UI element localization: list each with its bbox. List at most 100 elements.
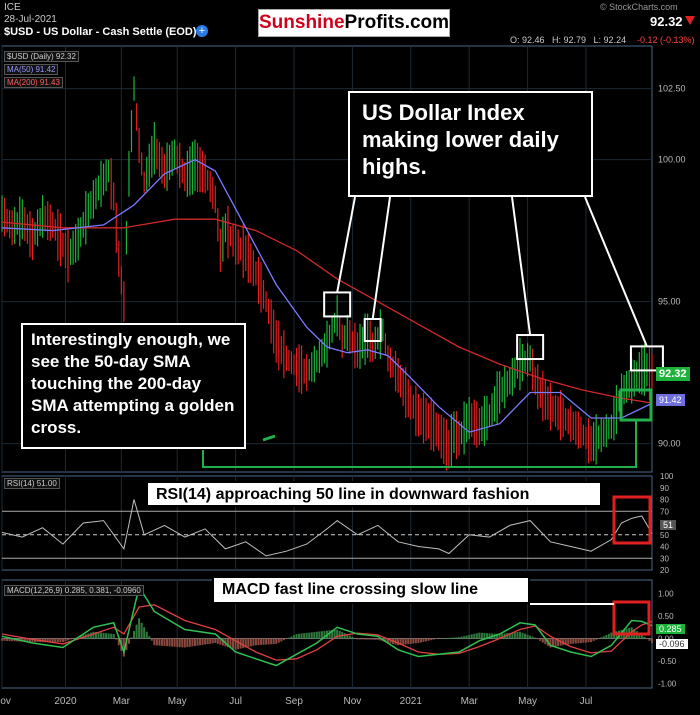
macd-fast-badge: 0.285 — [656, 624, 685, 634]
macd-hist-bar — [554, 638, 557, 647]
info-icon[interactable]: + — [196, 25, 208, 37]
price-tick-label: 90.00 — [658, 439, 681, 449]
price-tick-label: 95.00 — [658, 297, 681, 307]
rsi-line — [1, 499, 653, 557]
macd-hist-bar — [577, 638, 580, 644]
macd-hist-bar — [11, 638, 14, 642]
price-tick-label: 102.50 — [658, 84, 686, 94]
macd-hist-bar — [105, 633, 108, 639]
callout-line — [584, 196, 648, 347]
macd-hist-bar — [158, 638, 161, 646]
macd-hist-bar — [397, 638, 400, 646]
macd-hist-bar — [524, 633, 527, 639]
callout-line — [511, 196, 532, 336]
macd-highlight-box — [612, 600, 651, 636]
macd-hist-bar — [13, 638, 16, 642]
macd-hist-bar — [336, 629, 339, 639]
macd-hist-bar — [605, 635, 608, 639]
change-readout: -0.12 (-0.13%) — [637, 35, 695, 45]
macd-hist-bar — [419, 638, 422, 643]
macd-hist-bar — [567, 638, 570, 645]
macd-hist-bar — [79, 636, 82, 639]
macd-hist-bar — [163, 638, 166, 646]
macd-hist-bar — [572, 638, 575, 644]
macd-hist-bar — [26, 638, 29, 642]
macd-hist-bar — [584, 638, 587, 643]
macd-hist-bar — [308, 632, 311, 639]
macd-hist-bar — [551, 638, 554, 648]
x-tick-label: Jul — [580, 696, 593, 707]
down-arrow-icon — [685, 16, 695, 25]
macd-tick-label: -1.00 — [658, 680, 677, 689]
macd-hist-bar — [412, 638, 415, 644]
macd-hist-bar — [110, 633, 113, 639]
price-badge: 92.32 — [656, 367, 690, 381]
macd-hist-bar — [130, 637, 133, 639]
macd-hist-bar — [89, 632, 92, 639]
macd-hist-bar — [539, 638, 542, 641]
macd-hist-bar — [191, 638, 194, 647]
annotation-macd: MACD fast line crossing slow line — [212, 576, 530, 604]
chart-title: $USD - US Dollar - Cash Settle (EOD) — [4, 26, 197, 38]
macd-hist-bar — [468, 634, 471, 639]
macd-hist-bar — [155, 638, 158, 646]
macd-hist-bar — [148, 636, 151, 639]
macd-hist-bar — [267, 638, 270, 645]
macd-hist-bar — [259, 638, 262, 645]
macd-hist-bar — [369, 638, 372, 640]
macd-hist-bar — [28, 638, 31, 642]
legend-macd: MACD(12,26,9) 0.285, 0.381, -0.0960 — [4, 585, 144, 596]
macd-hist-bar — [610, 632, 613, 639]
macd-hist-bar — [102, 632, 105, 639]
macd-hist-bar — [435, 638, 438, 640]
ma200-line — [1, 218, 653, 404]
annotation-lower-highs: US Dollar Index making lower daily highs… — [348, 91, 593, 197]
rsi-tick-label: 50 — [660, 531, 669, 540]
macd-hist-bar — [262, 638, 265, 645]
macd-hist-bar — [257, 638, 260, 646]
macd-hist-bar — [160, 638, 163, 646]
macd-hist-bar — [331, 630, 334, 639]
macd-hist-bar — [242, 638, 245, 649]
macd-hist-bar — [640, 634, 643, 639]
macd-hist-bar — [590, 638, 593, 643]
macd-hist-bar — [188, 638, 191, 647]
rsi-tick-label: 80 — [660, 496, 669, 505]
macd-hist-bar — [305, 632, 308, 639]
macd-hist-bar — [414, 638, 417, 644]
macd-hist-bar — [298, 633, 301, 639]
macd-hist-bar — [8, 638, 11, 642]
macd-hist-bar — [133, 631, 136, 639]
x-tick-label: Mar — [461, 696, 479, 707]
rsi-tick-label: 30 — [660, 554, 669, 563]
macd-hist-bar — [371, 638, 374, 640]
macd-hist-bar — [249, 638, 252, 647]
macd-hist-bar — [313, 632, 316, 639]
macd-hist-bar — [44, 638, 47, 643]
macd-hist-bar — [496, 633, 499, 639]
macd-hist-bar — [511, 632, 514, 639]
exchange-label: ICE — [4, 2, 21, 13]
macd-hist-bar — [219, 638, 222, 645]
macd-hist-bar — [143, 627, 146, 639]
macd-hist-bar — [252, 638, 255, 646]
macd-hist-bar — [275, 638, 278, 644]
macd-hist-bar — [470, 634, 473, 639]
macd-hist-bar — [463, 636, 466, 639]
macd-hist-bar — [592, 638, 595, 641]
macd-hist-bar — [569, 638, 572, 644]
macd-hist-bar — [488, 633, 491, 639]
macd-hist-bar — [562, 638, 565, 646]
daily-high-box — [516, 334, 545, 361]
macd-hist-bar — [51, 638, 54, 643]
macd-hist-bar — [117, 638, 120, 646]
x-tick-label: Nov — [0, 696, 11, 707]
macd-hist-bar — [417, 638, 420, 643]
macd-hist-bar — [338, 630, 341, 639]
rsi-tick-label: 20 — [660, 566, 669, 575]
macd-hist-bar — [135, 624, 138, 639]
macd-hist-bar — [112, 634, 115, 639]
macd-hist-bar — [292, 635, 295, 639]
macd-hist-bar — [100, 632, 103, 639]
macd-hist-bar — [153, 638, 156, 646]
